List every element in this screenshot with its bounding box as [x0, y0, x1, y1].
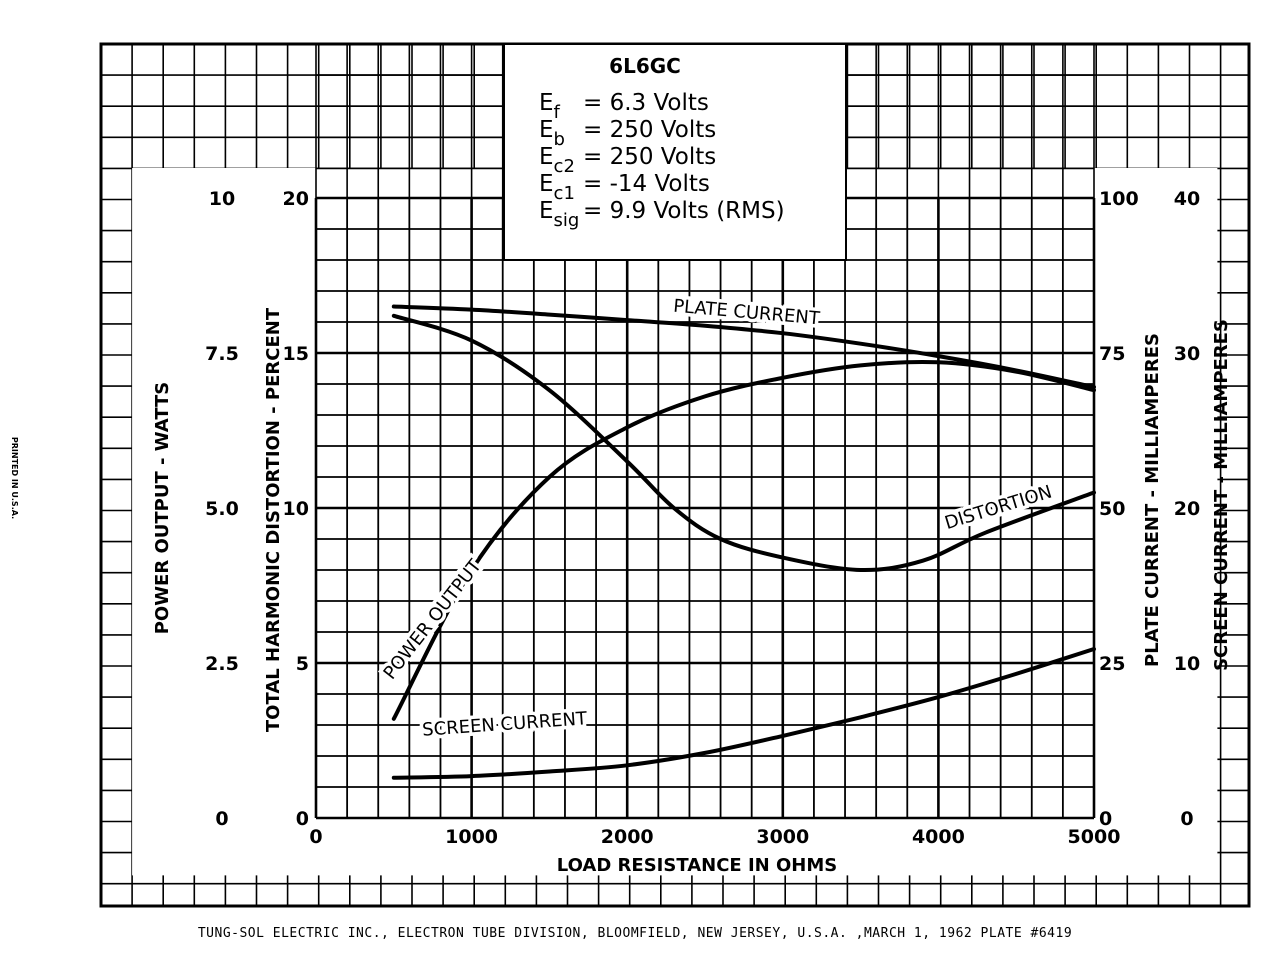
plate-current-tick-label: 75: [1099, 343, 1125, 365]
distortion-tick-label: 5: [296, 653, 309, 675]
plate-current-tick-label: 100: [1099, 188, 1139, 210]
distortion-tick-label: 15: [283, 343, 309, 365]
series-line-distortion: [391, 313, 1096, 573]
x-axis-label: LOAD RESISTANCE IN OHMS: [557, 855, 838, 876]
power-output-axis-label: POWER OUTPUT - WATTS: [152, 382, 173, 635]
power-output-tick-label: 2.5: [205, 653, 239, 675]
power-output-tick-label: 10: [209, 188, 235, 210]
x-tick-label: 0: [309, 826, 322, 848]
conditions-box: [503, 43, 847, 261]
x-tick-label: 2000: [601, 826, 654, 848]
screen-current-tick-label: 40: [1174, 188, 1200, 210]
plate-current-tick-label: 0: [1099, 808, 1112, 830]
condition-line: Ec1 = -14 Volts: [539, 171, 710, 204]
x-tick-label: 4000: [912, 826, 965, 848]
screen-current-tick-label: 10: [1174, 653, 1200, 675]
series-line-plate-current: [391, 304, 1096, 390]
margin-note: PRINTED IN U.S.A.: [10, 437, 19, 519]
chart-title: 6L6GC: [609, 54, 681, 78]
power-output-tick-label: 7.5: [205, 343, 239, 365]
chart-series: [391, 304, 1096, 780]
power-output-tick-label: 5.0: [205, 498, 239, 520]
distortion-tick-label: 20: [283, 188, 309, 210]
distortion-axis-label: TOTAL HARMONIC DISTORTION - PERCENT: [263, 307, 284, 732]
series-line-screen-current: [391, 647, 1096, 780]
power-output-tick-label: 0: [215, 808, 228, 830]
chart-frame: [99, 42, 1251, 908]
screen-current-axis-label: SCREEN CURRENT - MILLIAMPERES: [1211, 319, 1232, 671]
x-tick-label: 3000: [756, 826, 809, 848]
distortion-tick-label: 10: [283, 498, 309, 520]
screen-current-tick-label: 30: [1174, 343, 1200, 365]
x-tick-label: 5000: [1068, 826, 1121, 848]
screen-current-tick-label: 0: [1180, 808, 1193, 830]
plate-current-axis-label: PLATE CURRENT - MILLIAMPERES: [1142, 333, 1163, 667]
label-panel: [132, 168, 1218, 876]
x-tick-label: 1000: [445, 826, 498, 848]
screen-current-tick-label: 20: [1174, 498, 1200, 520]
series-line-power-output: [391, 359, 1096, 721]
distortion-tick-label: 0: [296, 808, 309, 830]
condition-line: Esig = 9.9 Volts (RMS): [539, 198, 785, 231]
condition-line: Ec2 = 250 Volts: [539, 144, 716, 177]
plate-current-tick-label: 50: [1099, 498, 1125, 520]
plate-current-tick-label: 25: [1099, 653, 1125, 675]
condition-line: Ef = 6.3 Volts: [539, 90, 709, 123]
condition-line: Eb = 250 Volts: [539, 117, 716, 150]
footer-publisher-line: TUNG-SOL ELECTRIC INC., ELECTRON TUBE DI…: [197, 926, 1073, 941]
